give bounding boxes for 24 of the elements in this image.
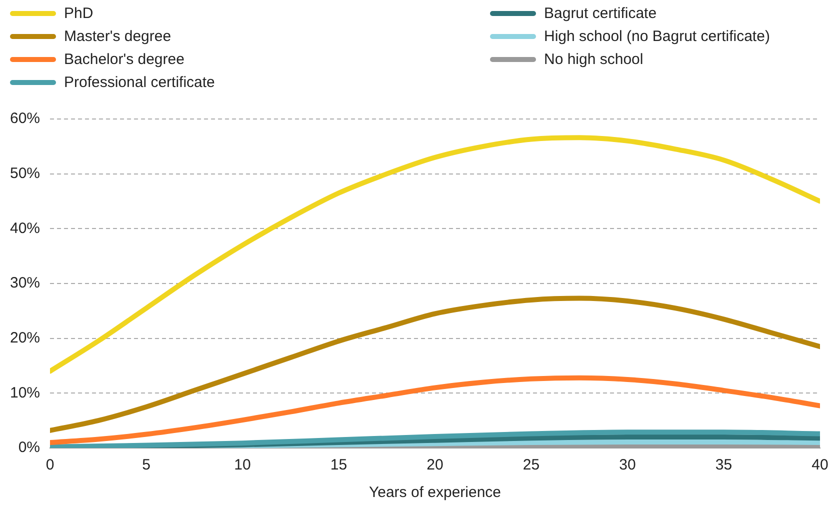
x-tick-label: 40 <box>812 456 828 474</box>
y-tick-label: 30% <box>10 274 40 292</box>
y-tick-label: 50% <box>10 164 40 182</box>
x-tick-label: 5 <box>142 456 150 474</box>
x-tick-label: 20 <box>426 456 444 474</box>
x-tick-label: 15 <box>330 456 348 474</box>
x-tick-label: 0 <box>46 456 54 474</box>
legend-label: Professional certificate <box>64 74 215 91</box>
legend-label: PhD <box>64 5 94 22</box>
y-tick-label: 40% <box>10 220 40 237</box>
legend-label: High school (no Bagrut certificate) <box>544 28 770 45</box>
x-tick-label: 35 <box>715 456 732 474</box>
y-tick-label: 20% <box>10 329 40 346</box>
legend-label: No high school <box>544 51 644 68</box>
legend-label: Master's degree <box>64 28 172 45</box>
y-tick-label: 60% <box>10 110 40 128</box>
x-tick-label: 10 <box>234 456 251 474</box>
x-tick-label: 30 <box>619 456 636 474</box>
legend-label: Bachelor's degree <box>64 51 184 68</box>
x-tick-label: 25 <box>522 456 540 474</box>
y-tick-label: 10% <box>10 384 40 402</box>
x-axis-title: Years of experience <box>368 484 502 502</box>
y-tick-label: 0% <box>18 439 40 456</box>
legend-label: Bagrut certificate <box>544 5 657 22</box>
